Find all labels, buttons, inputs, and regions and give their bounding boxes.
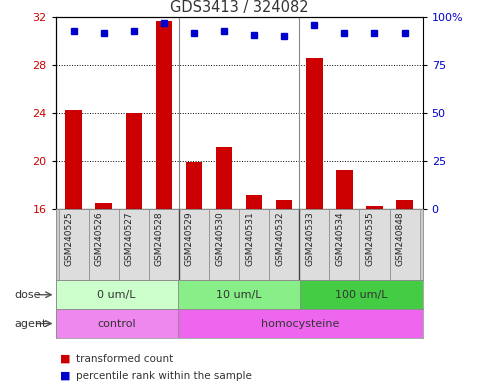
Bar — [58, 209, 89, 280]
Text: GDS3413 / 324082: GDS3413 / 324082 — [170, 0, 309, 15]
Bar — [239, 209, 269, 280]
Bar — [306, 58, 323, 209]
Text: GSM240525: GSM240525 — [65, 212, 73, 266]
Text: percentile rank within the sample: percentile rank within the sample — [76, 371, 252, 381]
Bar — [246, 195, 262, 209]
Bar — [216, 147, 232, 209]
Bar — [149, 209, 179, 280]
Text: ■: ■ — [60, 371, 74, 381]
Bar — [396, 200, 413, 209]
Bar — [178, 280, 300, 309]
Bar — [300, 280, 423, 309]
Text: GSM240531: GSM240531 — [245, 212, 254, 266]
Bar — [299, 209, 329, 280]
Bar — [96, 203, 112, 209]
Text: ■: ■ — [60, 354, 74, 364]
Bar — [359, 209, 389, 280]
Bar — [389, 209, 420, 280]
Text: GSM240533: GSM240533 — [305, 212, 314, 266]
Bar — [56, 309, 178, 338]
Bar — [269, 209, 299, 280]
Text: GSM240528: GSM240528 — [155, 212, 164, 266]
Text: 100 um/L: 100 um/L — [335, 290, 388, 300]
Text: GSM240527: GSM240527 — [125, 212, 134, 266]
Bar — [336, 170, 353, 209]
Bar — [89, 209, 119, 280]
Text: homocysteine: homocysteine — [261, 318, 340, 329]
Text: dose: dose — [14, 290, 41, 300]
Bar — [65, 110, 82, 209]
Text: 10 um/L: 10 um/L — [216, 290, 262, 300]
Text: GSM240530: GSM240530 — [215, 212, 224, 266]
Text: GSM240534: GSM240534 — [335, 212, 344, 266]
Bar — [366, 206, 383, 209]
Bar — [209, 209, 239, 280]
Text: GSM240526: GSM240526 — [95, 212, 104, 266]
Text: GSM240848: GSM240848 — [396, 212, 405, 266]
Bar — [56, 280, 178, 309]
Bar — [185, 162, 202, 209]
Bar — [276, 200, 293, 209]
Bar — [179, 209, 209, 280]
Bar — [119, 209, 149, 280]
Text: GSM240535: GSM240535 — [366, 212, 374, 266]
Bar — [329, 209, 359, 280]
Text: GSM240529: GSM240529 — [185, 212, 194, 266]
Bar — [178, 309, 423, 338]
Bar — [126, 113, 142, 209]
Text: control: control — [98, 318, 136, 329]
Text: GSM240532: GSM240532 — [275, 212, 284, 266]
Bar — [156, 21, 172, 209]
Text: agent: agent — [14, 318, 47, 329]
Text: 0 um/L: 0 um/L — [98, 290, 136, 300]
Text: transformed count: transformed count — [76, 354, 173, 364]
